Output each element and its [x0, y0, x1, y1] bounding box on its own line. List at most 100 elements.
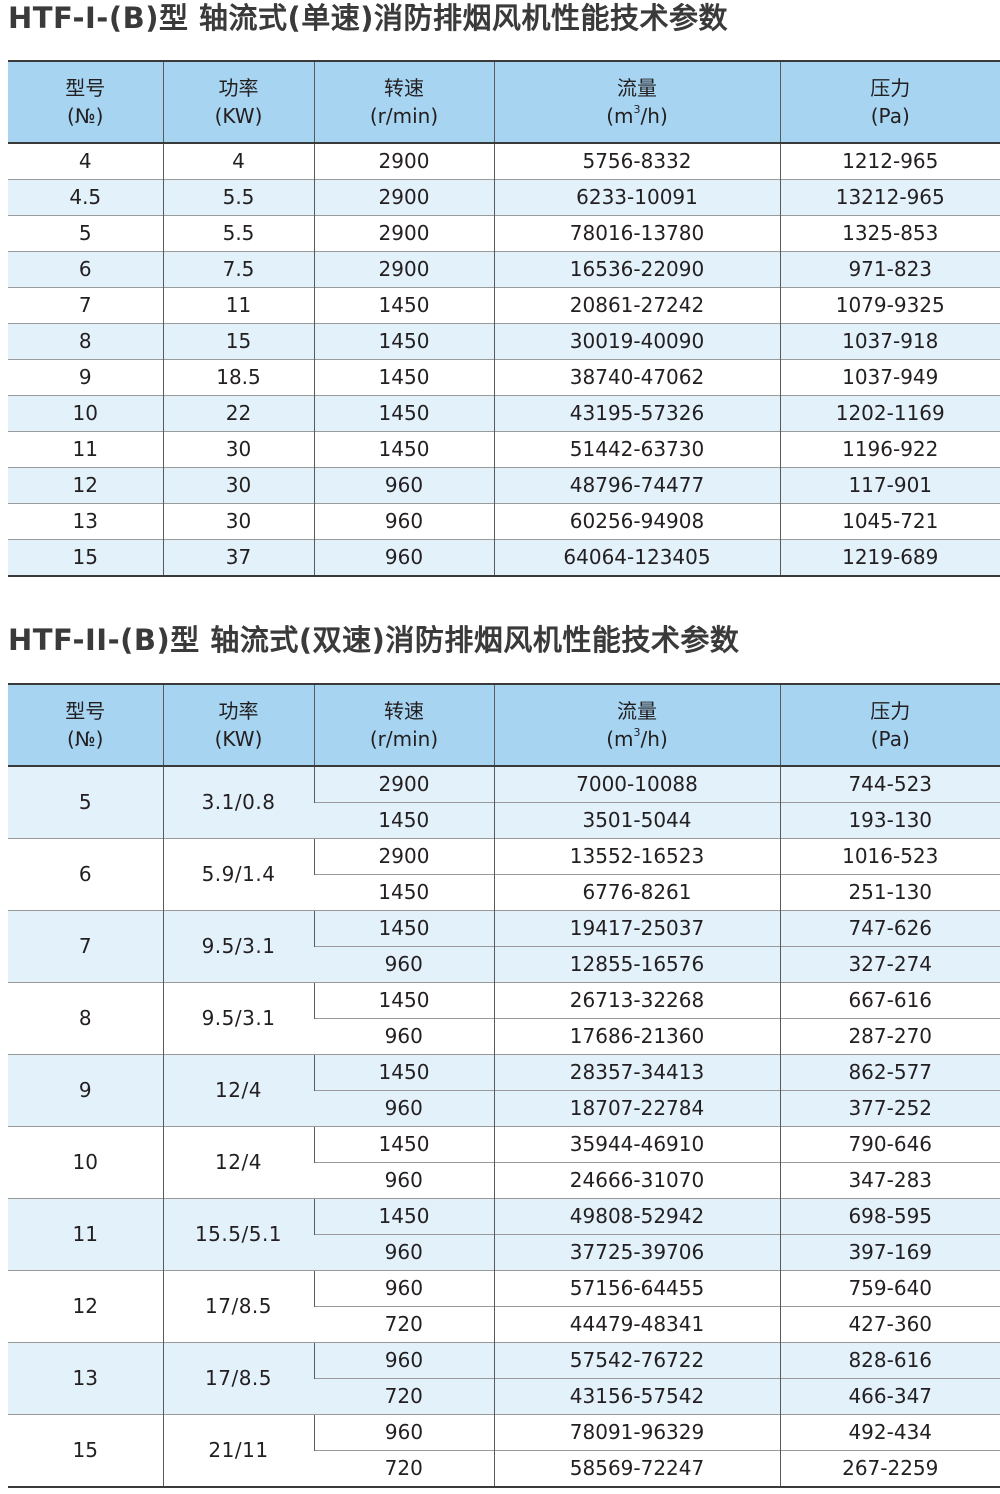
table-row: 9 18.5 1450 38740-47062 1037-949: [8, 359, 1000, 396]
pressure-cell: 267-2259: [779, 1450, 1000, 1487]
speed-cell: 960: [314, 946, 494, 983]
header-model: 型号 (№): [8, 61, 163, 144]
pressure-cell: 492-434: [779, 1414, 1000, 1451]
airflow-cell: 26713-32268: [493, 982, 780, 1019]
pressure-cell: 1045-721: [779, 503, 1000, 540]
unit-superscript: 3: [633, 103, 641, 117]
speed-cell: 1450: [314, 802, 494, 839]
header-label: 转速: [384, 699, 424, 723]
power-cell: 21/11: [162, 1414, 314, 1487]
model-cell: 12: [8, 467, 163, 504]
speed-cell: 1450: [313, 395, 494, 432]
model-cell: 15: [8, 539, 163, 576]
airflow-cell: 57156-64455: [493, 1270, 780, 1307]
pressure-cell: 193-130: [779, 802, 1000, 839]
pressure-cell: 397-169: [779, 1234, 1000, 1271]
power-cell: 9.5/3.1: [162, 910, 314, 983]
speed-cell: 960: [313, 1414, 494, 1451]
header-speed: 转速 (r/min): [313, 61, 494, 144]
model-cell: 11: [8, 1198, 163, 1271]
speed-cell: 1450: [313, 359, 494, 396]
header-power: 功率 (KW): [162, 684, 314, 767]
model-cell: 6: [8, 251, 163, 288]
header-unit: (№): [67, 727, 104, 751]
airflow-cell: 28357-34413: [493, 1054, 780, 1091]
header-unit: (Pa): [870, 727, 910, 751]
unit-part: /h): [640, 727, 668, 751]
model-cell: 13: [8, 503, 163, 540]
airflow-cell: 44479-48341: [493, 1306, 780, 1343]
airflow-cell: 6776-8261: [493, 874, 780, 911]
power-cell: 18.5: [162, 359, 314, 396]
pressure-cell: 1219-689: [779, 539, 1000, 576]
model-cell: 9: [8, 359, 163, 396]
table-row: 15 37 960 64064-123405 1219-689: [8, 539, 1000, 576]
header-label: 型号: [65, 699, 106, 723]
power-cell: 15: [162, 323, 314, 360]
speed-cell: 960: [314, 1162, 494, 1199]
pressure-cell: 744-523: [779, 766, 1000, 803]
table-row: 12 30 960 48796-74477 117-901: [8, 467, 1000, 504]
airflow-cell: 43156-57542: [493, 1378, 780, 1415]
airflow-cell: 51442-63730: [493, 431, 780, 468]
table-row: 960 18707-22784 377-252: [8, 1090, 1000, 1127]
power-cell: 30: [162, 467, 314, 504]
header-pressure: 压力 (Pa): [779, 61, 1000, 144]
model-cell: 12: [8, 1270, 163, 1343]
table-row: 960 12855-16576 327-274: [8, 946, 1000, 983]
single-speed-spec-table: 型号 (№) 功率 (KW) 转速 (r/min) 流量 (m3/h) 压力 (Pa) 4…: [8, 60, 1000, 577]
airflow-cell: 78016-13780: [493, 215, 780, 252]
table-row: 5 3.1/0.8 2900 7000-10088 744-523: [8, 766, 1000, 839]
pressure-cell: 117-901: [779, 467, 1000, 504]
table-row: 6 5.9/1.4 2900 13552-16523 1016-523: [8, 838, 1000, 911]
model-cell: 8: [8, 323, 163, 360]
pressure-cell: 759-640: [779, 1270, 1000, 1307]
model-cell: 10: [8, 1126, 163, 1199]
power-cell: 17/8.5: [162, 1270, 314, 1343]
pressure-cell: 251-130: [779, 874, 1000, 911]
speed-cell: 960: [314, 1090, 494, 1127]
header-unit: (KW): [214, 104, 263, 128]
table-row: 6 7.5 2900 16536-22090 971-823: [8, 251, 1000, 288]
airflow-cell: 13552-16523: [493, 838, 780, 875]
speed-cell: 960: [313, 1342, 494, 1379]
header-unit: (Pa): [870, 104, 910, 128]
table-row: 720 43156-57542 466-347: [8, 1378, 1000, 1415]
table-row: 960 37725-39706 397-169: [8, 1234, 1000, 1271]
header-label: 功率: [218, 699, 259, 723]
pressure-cell: 1325-853: [779, 215, 1000, 252]
pressure-cell: 790-646: [779, 1126, 1000, 1163]
pressure-cell: 427-360: [779, 1306, 1000, 1343]
power-cell: 4: [162, 143, 314, 180]
model-cell: 10: [8, 395, 163, 432]
speed-cell: 960: [314, 1018, 494, 1055]
model-cell: 8: [8, 982, 163, 1055]
speed-cell: 2900: [313, 766, 494, 803]
pressure-cell: 1079-9325: [779, 287, 1000, 324]
airflow-cell: 12855-16576: [493, 946, 780, 983]
header-label: 转速: [384, 76, 424, 100]
airflow-cell: 20861-27242: [493, 287, 780, 324]
pressure-cell: 1037-949: [779, 359, 1000, 396]
table-row: 10 12/4 1450 35944-46910 790-646: [8, 1126, 1000, 1199]
header-unit: (№): [67, 104, 104, 128]
table-row: 4 4 2900 5756-8332 1212-965: [8, 143, 1000, 180]
airflow-cell: 30019-40090: [493, 323, 780, 360]
pressure-cell: 1016-523: [779, 838, 1000, 875]
pressure-cell: 347-283: [779, 1162, 1000, 1199]
power-cell: 17/8.5: [162, 1342, 314, 1415]
speed-cell: 960: [313, 503, 494, 540]
speed-cell: 960: [313, 539, 494, 576]
speed-cell: 720: [314, 1378, 494, 1415]
table-row: 960 24666-31070 347-283: [8, 1162, 1000, 1199]
table-row: 5 5.5 2900 78016-13780 1325-853: [8, 215, 1000, 252]
model-cell: 5: [8, 215, 163, 252]
power-cell: 5.5: [162, 215, 314, 252]
table-row: 7 9.5/3.1 1450 19417-25037 747-626: [8, 910, 1000, 983]
speed-cell: 2900: [313, 838, 494, 875]
pressure-cell: 1212-965: [779, 143, 1000, 180]
header-label: 压力: [870, 76, 911, 100]
pressure-cell: 327-274: [779, 946, 1000, 983]
table-row: 1450 3501-5044 193-130: [8, 802, 1000, 839]
airflow-cell: 38740-47062: [493, 359, 780, 396]
